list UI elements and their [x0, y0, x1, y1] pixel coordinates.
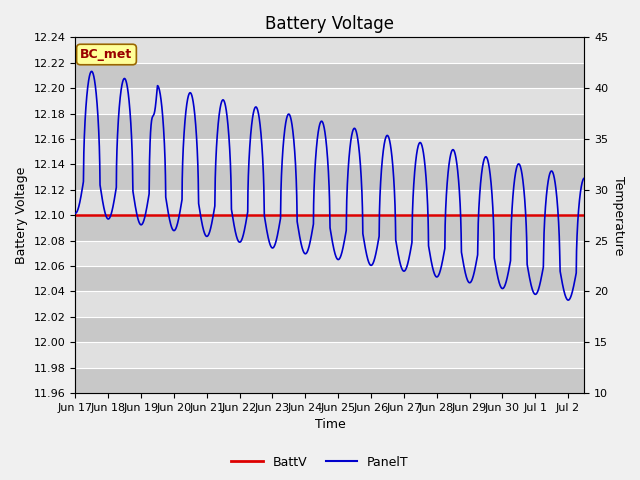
- Bar: [76, 114, 584, 139]
- Bar: [76, 190, 584, 215]
- Bar: [76, 63, 584, 88]
- Bar: [76, 37, 584, 63]
- Bar: [76, 240, 584, 266]
- Bar: [76, 88, 584, 114]
- Bar: [76, 215, 584, 240]
- X-axis label: Time: Time: [314, 419, 345, 432]
- Y-axis label: Temperature: Temperature: [612, 176, 625, 255]
- Bar: [76, 368, 584, 393]
- Bar: [76, 317, 584, 342]
- Bar: [76, 139, 584, 165]
- Y-axis label: Battery Voltage: Battery Voltage: [15, 167, 28, 264]
- Bar: [76, 291, 584, 317]
- Title: Battery Voltage: Battery Voltage: [266, 15, 394, 33]
- Bar: [76, 342, 584, 368]
- Bar: [76, 165, 584, 190]
- Text: BC_met: BC_met: [81, 48, 132, 61]
- Legend: BattV, PanelT: BattV, PanelT: [227, 451, 413, 474]
- Bar: [76, 266, 584, 291]
